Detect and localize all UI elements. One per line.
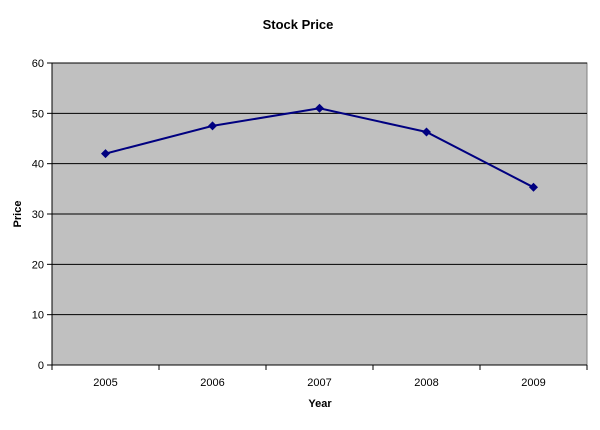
y-tick-label: 20 bbox=[32, 259, 44, 271]
y-tick-label: 60 bbox=[32, 58, 44, 70]
x-axis-label: Year bbox=[308, 398, 332, 410]
data-point-marker bbox=[208, 121, 217, 131]
y-axis-label: Price bbox=[12, 201, 24, 228]
y-axis: 0 10 20 30 40 50 60 bbox=[32, 58, 53, 372]
y-tick-label: 50 bbox=[32, 108, 44, 120]
y-tick-label: 40 bbox=[32, 159, 44, 171]
y-tick-label: 10 bbox=[32, 310, 44, 322]
data-point-marker bbox=[101, 149, 110, 159]
gridlines bbox=[52, 62, 587, 316]
x-tick-label: 2007 bbox=[307, 377, 331, 389]
x-tick-label: 2008 bbox=[414, 377, 438, 389]
chart-title: Stock Price bbox=[263, 17, 334, 32]
x-tick-label: 2006 bbox=[200, 377, 224, 389]
x-tick-label: 2009 bbox=[521, 377, 545, 389]
y-tick-label: 0 bbox=[38, 360, 44, 372]
data-point-marker bbox=[422, 127, 431, 137]
y-tick-label: 30 bbox=[32, 209, 44, 221]
x-axis: 2005 2006 2007 2008 2009 bbox=[51, 364, 588, 389]
data-point-marker bbox=[315, 103, 324, 113]
data-point-marker bbox=[529, 182, 538, 192]
x-tick-label: 2005 bbox=[93, 377, 117, 389]
series-group bbox=[101, 103, 538, 192]
